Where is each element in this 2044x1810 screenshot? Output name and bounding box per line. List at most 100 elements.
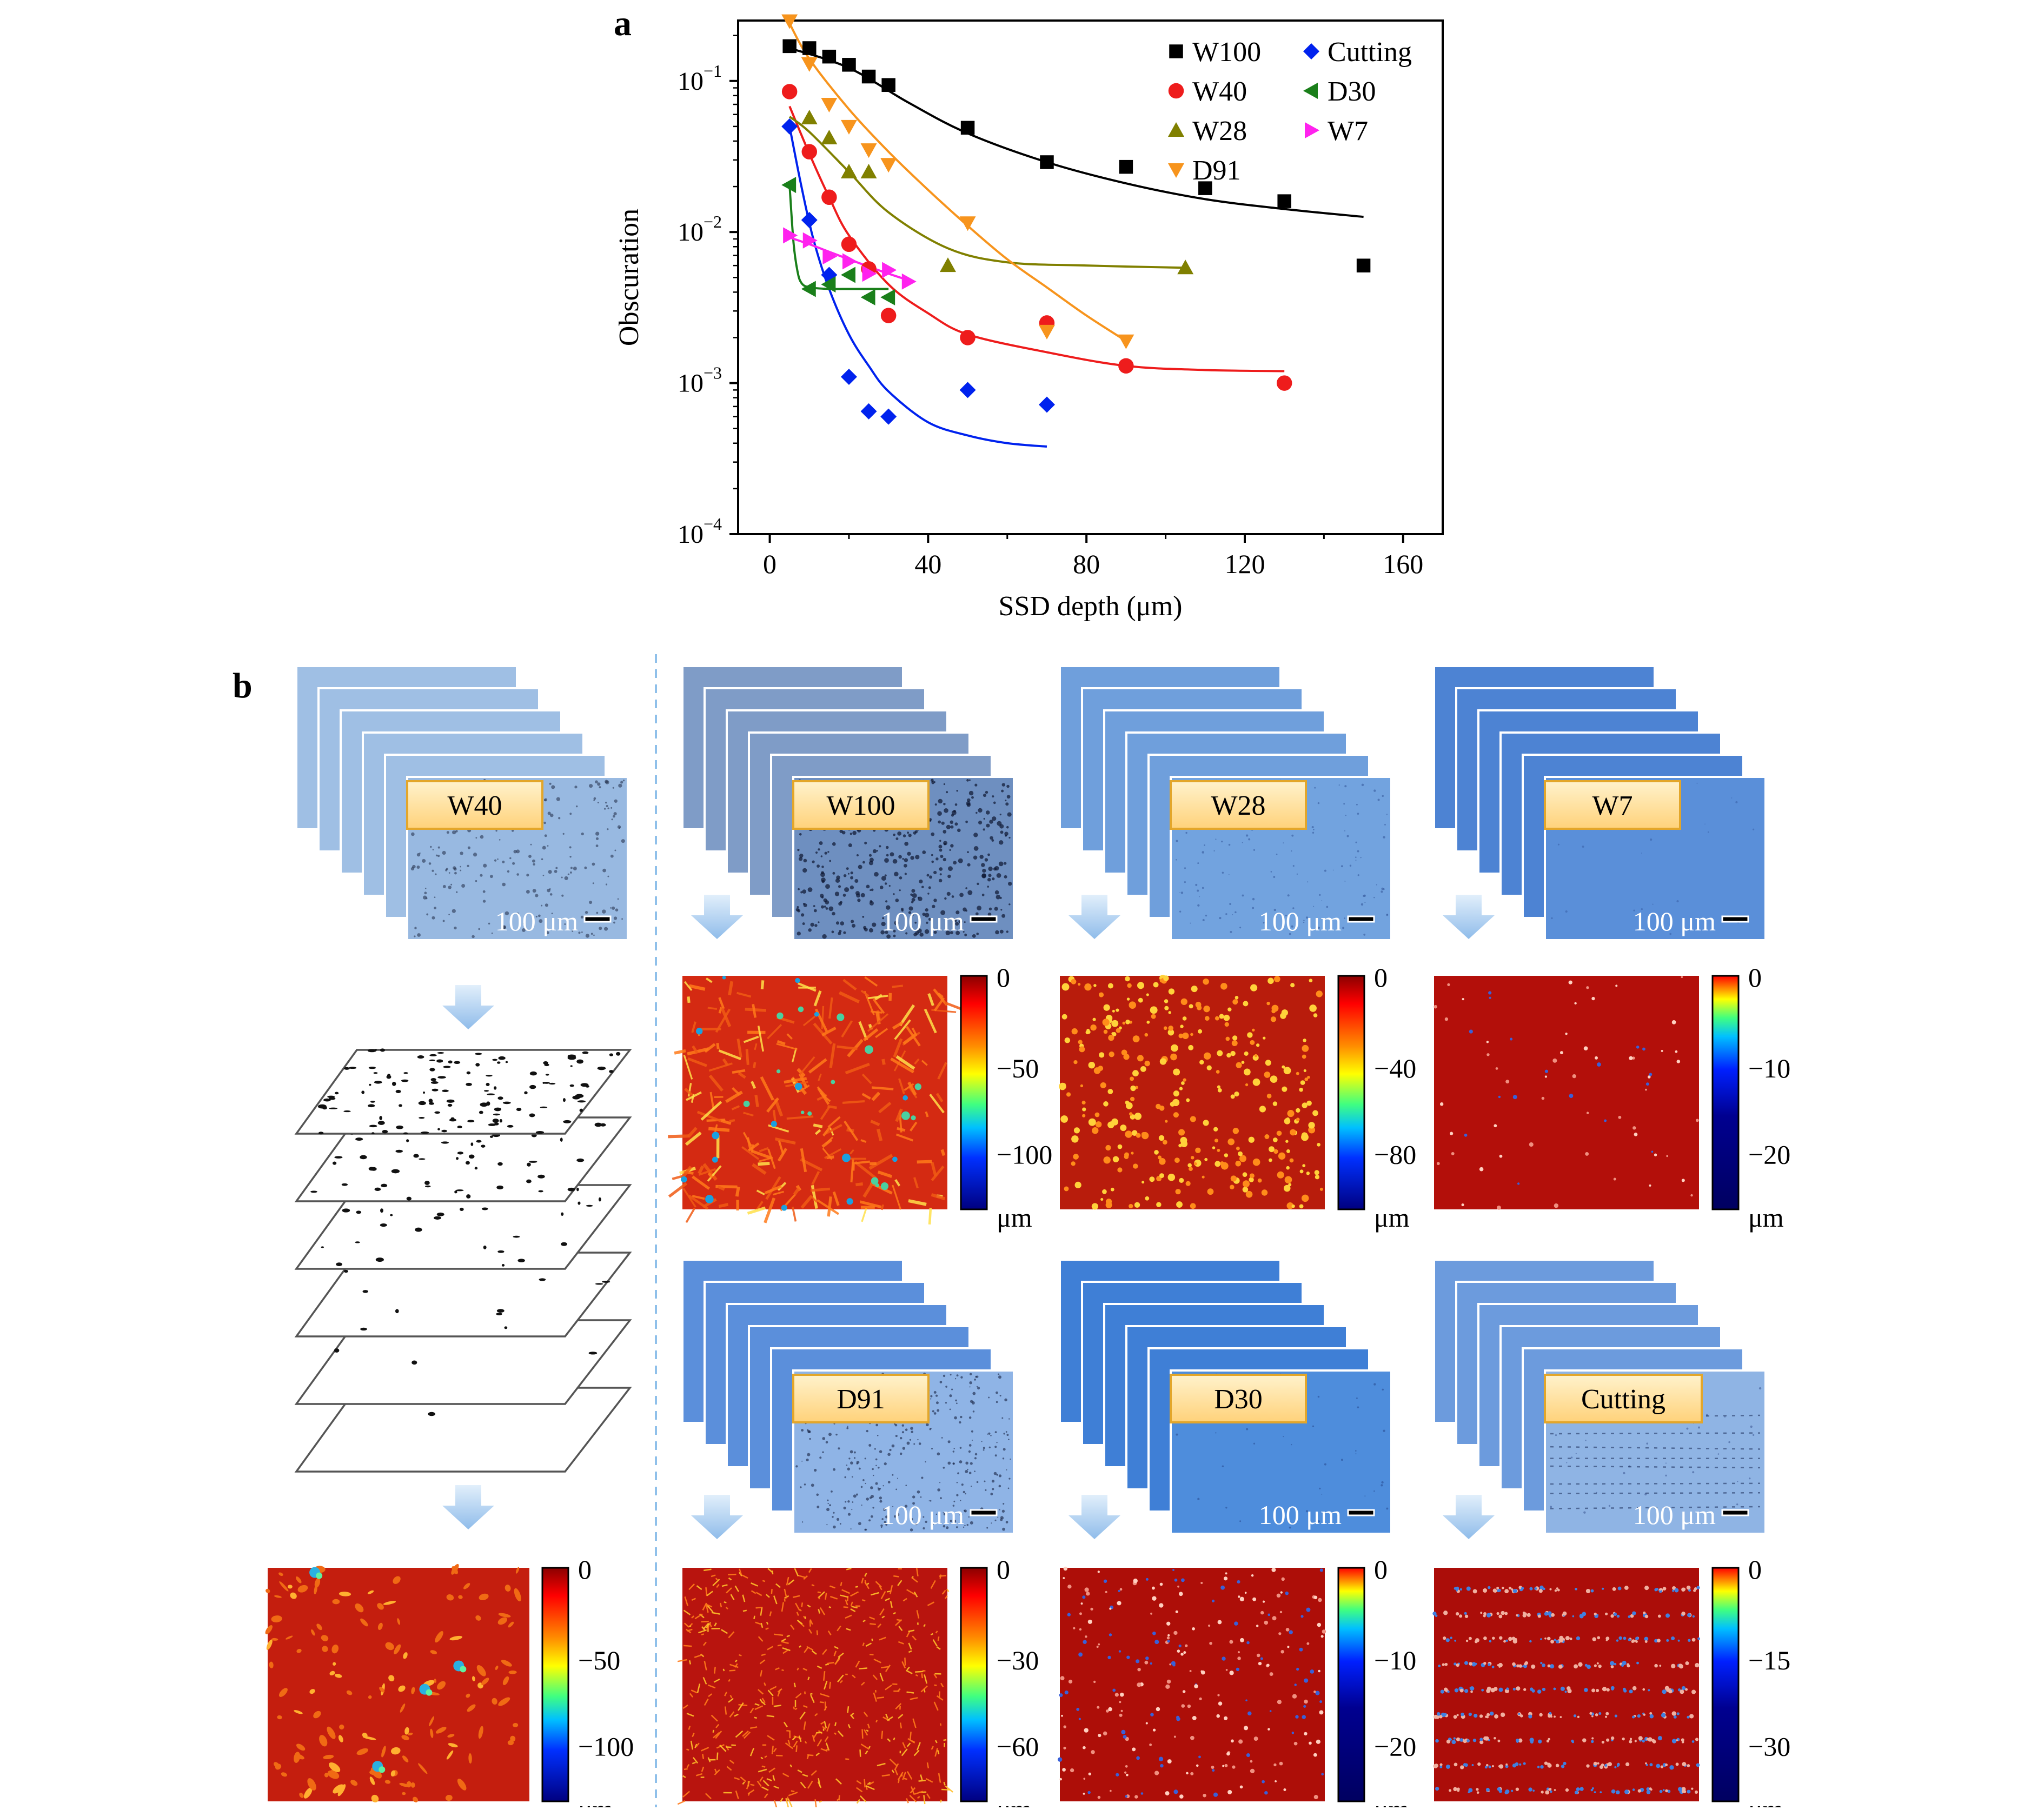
depth-pit [1098,1571,1100,1573]
depth-pit [1569,1094,1574,1098]
micro-defect [472,935,475,939]
depth-pit [1517,1182,1519,1185]
depth-pit [1116,1028,1121,1033]
depth-pit [1678,1663,1683,1668]
micro-defect [978,808,982,813]
binary-defect [493,1119,499,1123]
depth-pit [1170,1054,1177,1061]
micro-defect [917,1490,920,1494]
depth-pit [1299,1205,1304,1209]
sample-label: W40 [447,790,502,821]
depth-pit [1280,1650,1284,1653]
depth-pit [1105,1145,1111,1150]
micro-defect [879,1496,882,1499]
binary-defect [336,1262,342,1266]
micro-defect [858,1522,861,1525]
micro-defect [443,885,446,888]
micro-defect [999,1509,1000,1510]
depth-pit [1628,1615,1631,1618]
depth-pit [1233,1128,1239,1134]
binary-defect [568,1188,575,1192]
micro-defect [848,1513,851,1516]
micro-defect [818,921,819,923]
depth-pit [1232,1766,1235,1769]
micro-defect [907,852,911,856]
micro-defect [854,1457,855,1459]
depth-pit [1160,1058,1166,1064]
depth-pit [1174,1579,1178,1582]
micro-defect [1176,859,1177,860]
depth-pit [1644,1586,1649,1590]
micro-defect [864,1529,866,1531]
depth-pit [1497,1664,1499,1666]
depth-feature [713,1730,714,1733]
binary-defect [563,1098,566,1102]
depth-pit [1078,1653,1083,1657]
micro-defect [513,850,516,853]
micro-defect [848,873,850,875]
binary-defect [576,1060,583,1064]
micro-defect [811,1483,814,1487]
depth-feature [701,1621,709,1622]
binary-defect [356,1210,361,1214]
micro-defect [1232,914,1233,915]
depth-pit [1519,1764,1521,1766]
depth-pit [875,1183,879,1187]
depth-pit [1540,1662,1542,1664]
micro-defect [910,1439,911,1441]
depth-pit [1635,1640,1637,1642]
micro-defect [892,1445,895,1448]
depth-pit [1665,1613,1670,1618]
micro-defect [1364,895,1366,897]
depth-pit [1506,1687,1509,1690]
depth-pit [1672,1739,1676,1743]
micro-defect [1184,867,1186,869]
depth-pit [1602,1741,1604,1744]
depth-pit [1192,1627,1195,1631]
micro-defect [996,1442,997,1443]
depth-pit [1231,1175,1237,1181]
depth-pit [1682,1791,1684,1793]
depth-pit [705,1195,714,1203]
depth-pit [1255,1054,1258,1057]
depth-feature [793,1707,794,1709]
micro-defect [859,1468,861,1470]
depth-pit [1470,1686,1474,1691]
data-point-w7 [842,253,857,269]
depth-pit [1069,1680,1072,1683]
depth-pit [1446,1765,1450,1769]
depth-pit [1625,1762,1629,1766]
micro-defect [797,906,799,908]
micro-defect [1322,1494,1323,1495]
depth-pit [1548,1788,1551,1791]
colorbar-tick-label: 0 [1748,962,1762,993]
arrow-shape [691,895,743,939]
depth-pit [1567,1689,1571,1693]
micro-defect [621,918,623,920]
micro-defect [1246,834,1248,836]
depth-pit [1446,1638,1450,1642]
depth-pit [1524,1662,1527,1665]
binary-defect [429,1054,436,1056]
micro-defect [426,914,428,916]
depth-feature [729,1120,735,1121]
depth-pit [1657,1639,1661,1642]
depth-pit [696,1028,702,1034]
micro-defect [1576,1453,1577,1454]
depth-pit [1634,1133,1638,1136]
micro-defect [878,1488,880,1490]
micro-defect [612,907,615,910]
depth-pit [1558,1665,1563,1669]
micro-defect [1000,909,1002,910]
micro-defect [971,1486,972,1487]
micro-defect [972,934,976,938]
depth-pit [1229,1640,1233,1644]
depth-pit [1166,1622,1170,1626]
micro-defect [800,1486,802,1488]
binary-defect [539,1278,546,1281]
legend-marker-w100 [1169,44,1183,58]
micro-defect [875,1459,878,1461]
depth-pit [1614,1613,1617,1616]
